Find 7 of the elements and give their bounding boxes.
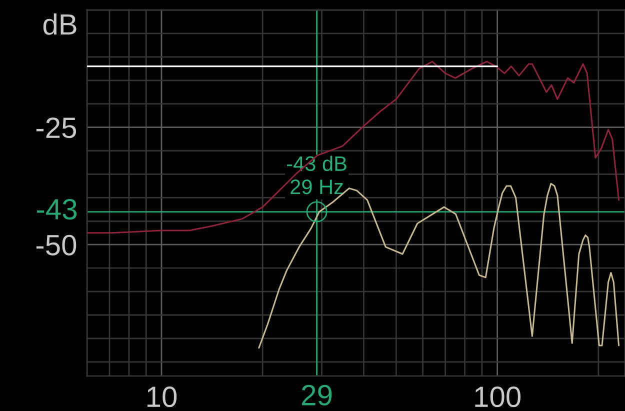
ref-line-label: 29 <box>302 384 332 406</box>
x-tick-label: 100 <box>475 386 521 408</box>
y-tick-label: -25 <box>36 118 76 138</box>
x-tick-label: 10 <box>148 386 177 408</box>
ref-line-label: -43 <box>37 198 77 220</box>
y-tick-label: -50 <box>36 234 76 256</box>
y-axis-title: dB <box>43 13 76 35</box>
